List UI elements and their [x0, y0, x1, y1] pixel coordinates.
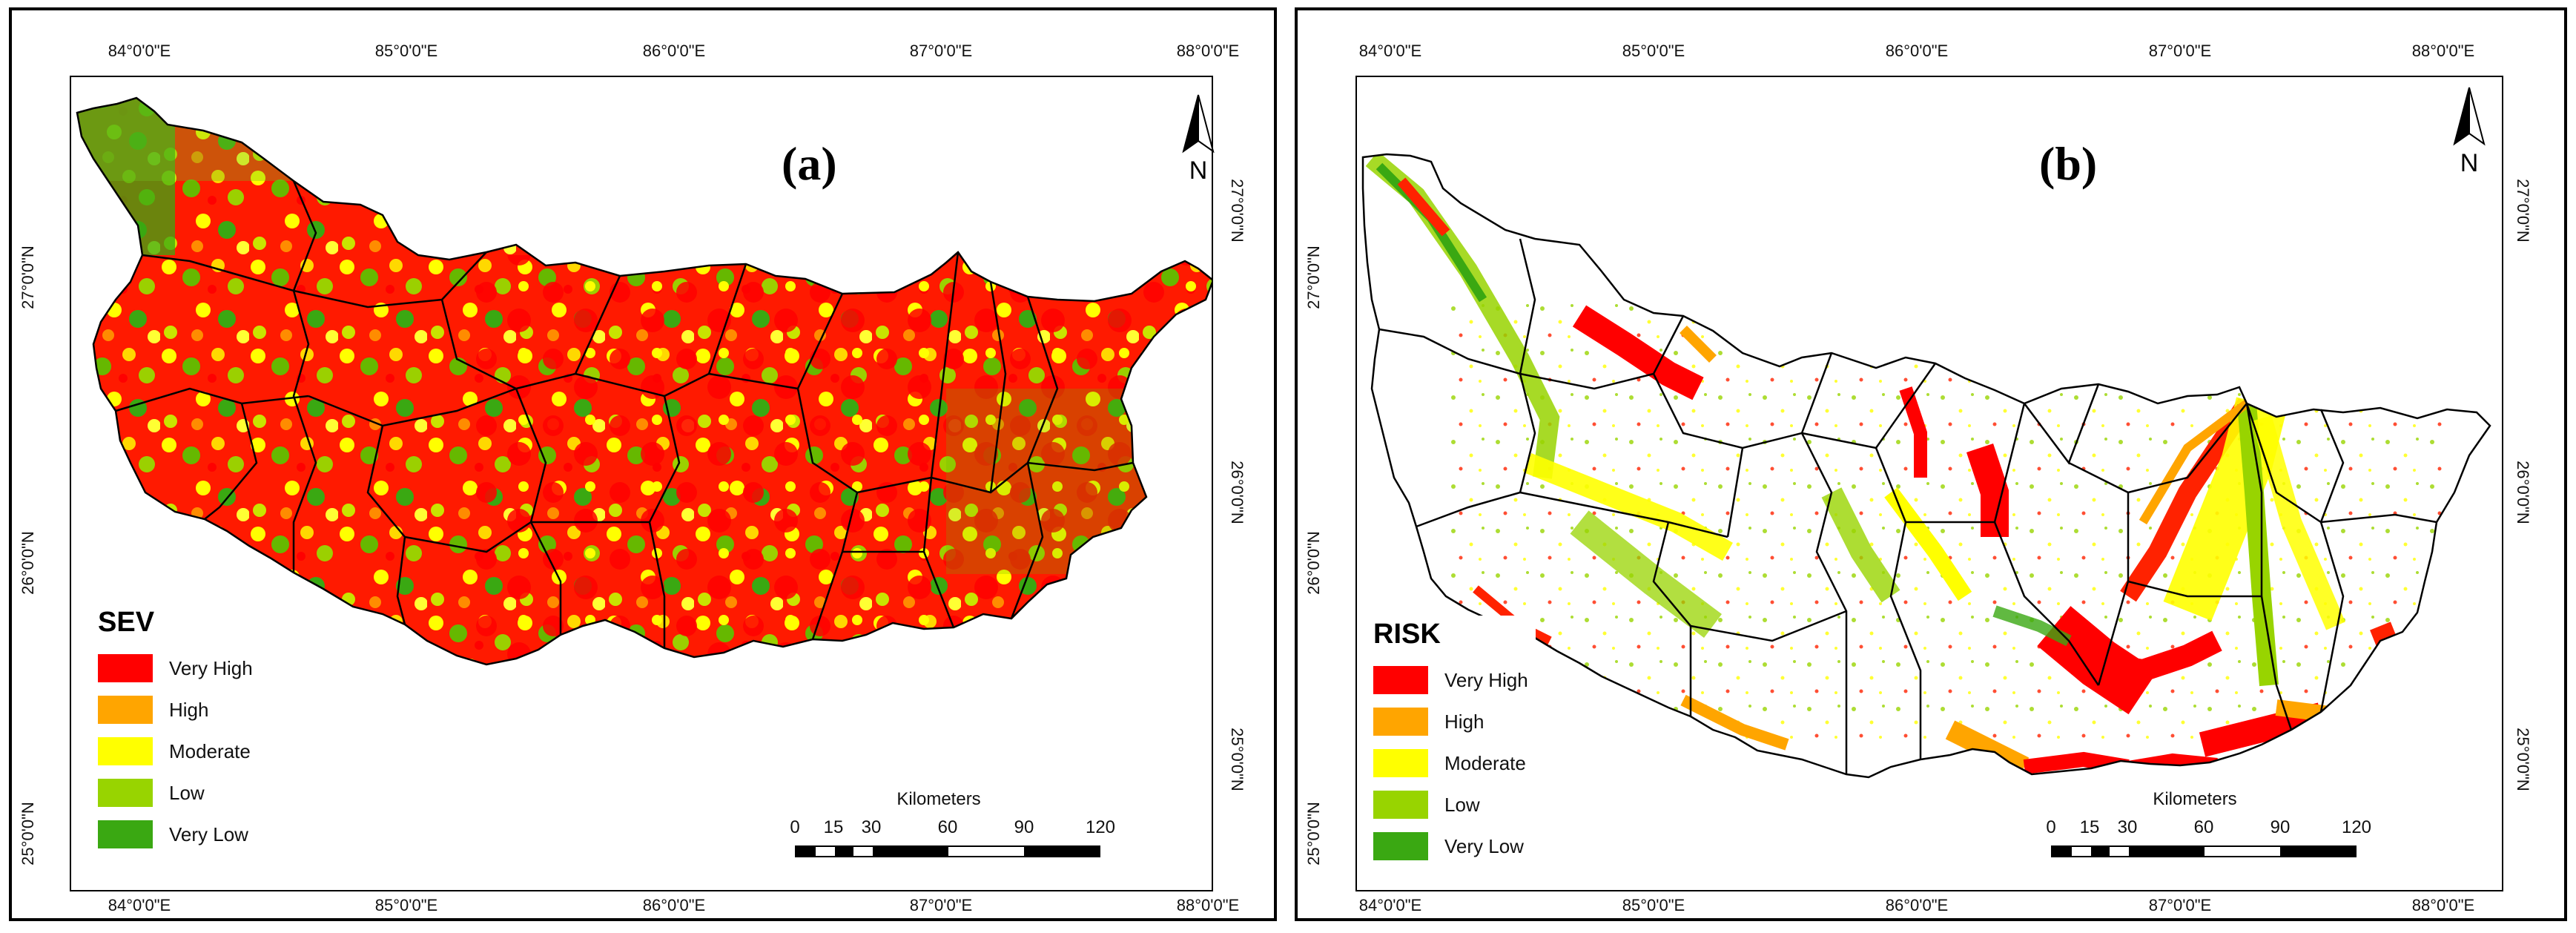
map-frame [1355, 76, 2503, 891]
lon-label-bottom: 84°0'0"E [1358, 896, 1422, 914]
legend-item: Low [98, 772, 253, 814]
legend-label: Moderate [169, 739, 251, 762]
legend-label: High [169, 698, 209, 721]
lon-label-bottom: 87°0'0"E [909, 896, 973, 914]
legend-swatch [98, 654, 153, 682]
lat-label-left: 26°0'0"N [19, 531, 37, 595]
lon-label-top: 88°0'0"E [2411, 42, 2475, 60]
scale-tick: 60 [2193, 817, 2214, 837]
legend-item: Moderate [1373, 742, 1528, 784]
lat-label-right: 27°0'0"N [1228, 179, 1246, 243]
scale-tick: 30 [861, 817, 882, 837]
lon-label-top: 88°0'0"E [1176, 42, 1240, 60]
scale-tick: 0 [2046, 817, 2056, 837]
legend: RISK Very High High Moderate Low Very Lo… [1370, 616, 1536, 870]
panel-b: 84°0'0"E 85°0'0"E 86°0'0"E 87°0'0"E 88°0… [1295, 7, 2567, 921]
legend-title: RISK [1373, 619, 1441, 650]
legend-label: Low [169, 781, 205, 804]
legend-item: Very Low [1373, 825, 1528, 867]
scale-tick: 15 [823, 817, 844, 837]
lon-label-top: 84°0'0"E [1358, 42, 1422, 60]
scale-tick: 120 [2341, 817, 2372, 837]
lon-label-bottom: 88°0'0"E [1176, 896, 1240, 914]
legend-item: Very Low [98, 814, 253, 855]
scale-bar: Kilometers 0 15 30 60 90 120 [776, 789, 1115, 871]
legend-label: Moderate [1444, 751, 1526, 774]
north-letter: N [1189, 156, 1208, 185]
legend-swatch [98, 820, 153, 848]
legend-swatch [1373, 666, 1428, 694]
legend-swatch [98, 779, 153, 807]
scale-title: Kilometers [896, 789, 981, 809]
lat-label-left: 27°0'0"N [1304, 245, 1323, 309]
legend-item: Low [1373, 784, 1528, 825]
lon-label-bottom: 85°0'0"E [374, 896, 438, 914]
lat-label-left: 25°0'0"N [1304, 802, 1323, 866]
scale-tick: 15 [2079, 817, 2100, 837]
scale-tick: 60 [937, 817, 958, 837]
legend-swatch [1373, 749, 1428, 777]
legend-swatch [98, 737, 153, 765]
lat-label-left: 26°0'0"N [1304, 531, 1323, 595]
sev-map [76, 96, 1212, 666]
lon-label-top: 85°0'0"E [374, 42, 438, 60]
legend-label: Low [1444, 793, 1480, 816]
legend-label: Very Low [1444, 834, 1524, 857]
legend-swatch [1373, 708, 1428, 736]
north-arrow-icon: N [2440, 85, 2499, 177]
lon-label-top: 86°0'0"E [642, 42, 706, 60]
scale-bar-graphic [2051, 845, 2357, 857]
risk-map [1361, 153, 2491, 779]
scale-tick: 30 [2117, 817, 2138, 837]
scale-tick: 120 [1085, 817, 1116, 837]
legend-label: Very Low [169, 822, 248, 845]
scale-tick: 0 [790, 817, 800, 837]
lon-label-top: 87°0'0"E [909, 42, 973, 60]
lon-label-top: 85°0'0"E [1622, 42, 1685, 60]
lon-label-bottom: 85°0'0"E [1622, 896, 1685, 914]
scale-tick: 90 [1014, 817, 1034, 837]
lon-label-top: 86°0'0"E [1885, 42, 1949, 60]
lon-label-top: 87°0'0"E [2148, 42, 2212, 60]
north-letter: N [2460, 149, 2479, 177]
legend-item: High [1373, 701, 1528, 742]
lon-label-bottom: 87°0'0"E [2148, 896, 2212, 914]
legend-item: Very High [98, 647, 253, 689]
legend-swatch [98, 696, 153, 724]
legend-label: Very High [1444, 668, 1528, 691]
legend-item: Very High [1373, 659, 1528, 701]
lon-label-bottom: 88°0'0"E [2411, 896, 2475, 914]
map-frame [70, 76, 1213, 891]
legend-swatch [1373, 791, 1428, 819]
scale-title: Kilometers [2153, 789, 2237, 809]
panel-label: (a) [782, 137, 837, 190]
legend-label: Very High [169, 656, 253, 679]
lon-label-top: 84°0'0"E [108, 42, 171, 60]
legend-item: Moderate [98, 731, 253, 772]
lon-label-bottom: 86°0'0"E [642, 896, 706, 914]
lat-label-right: 25°0'0"N [1228, 728, 1246, 791]
lat-label-left: 27°0'0"N [19, 245, 37, 309]
legend-label: High [1444, 710, 1484, 733]
lat-label-right: 25°0'0"N [2514, 728, 2532, 791]
lat-label-right: 26°0'0"N [2514, 461, 2532, 524]
scale-tick: 90 [2270, 817, 2291, 837]
lon-label-bottom: 84°0'0"E [108, 896, 171, 914]
lat-label-left: 25°0'0"N [19, 802, 37, 866]
legend-swatch [1373, 832, 1428, 860]
scale-bar: Kilometers 0 15 30 60 90 120 [2032, 789, 2371, 871]
panel-label: (b) [2039, 137, 2098, 190]
legend: SEV Very High High Moderate Low Very Low [95, 604, 260, 858]
legend-title: SEV [98, 607, 155, 638]
legend-item: High [98, 689, 253, 731]
panel-a: 84°0'0"E 85°0'0"E 86°0'0"E 87°0'0"E 88°0… [9, 7, 1277, 921]
scale-bar-graphic [795, 845, 1100, 857]
north-arrow-icon: N [1169, 92, 1228, 185]
lat-label-right: 27°0'0"N [2514, 179, 2532, 243]
lat-label-right: 26°0'0"N [1228, 461, 1246, 524]
lon-label-bottom: 86°0'0"E [1885, 896, 1949, 914]
